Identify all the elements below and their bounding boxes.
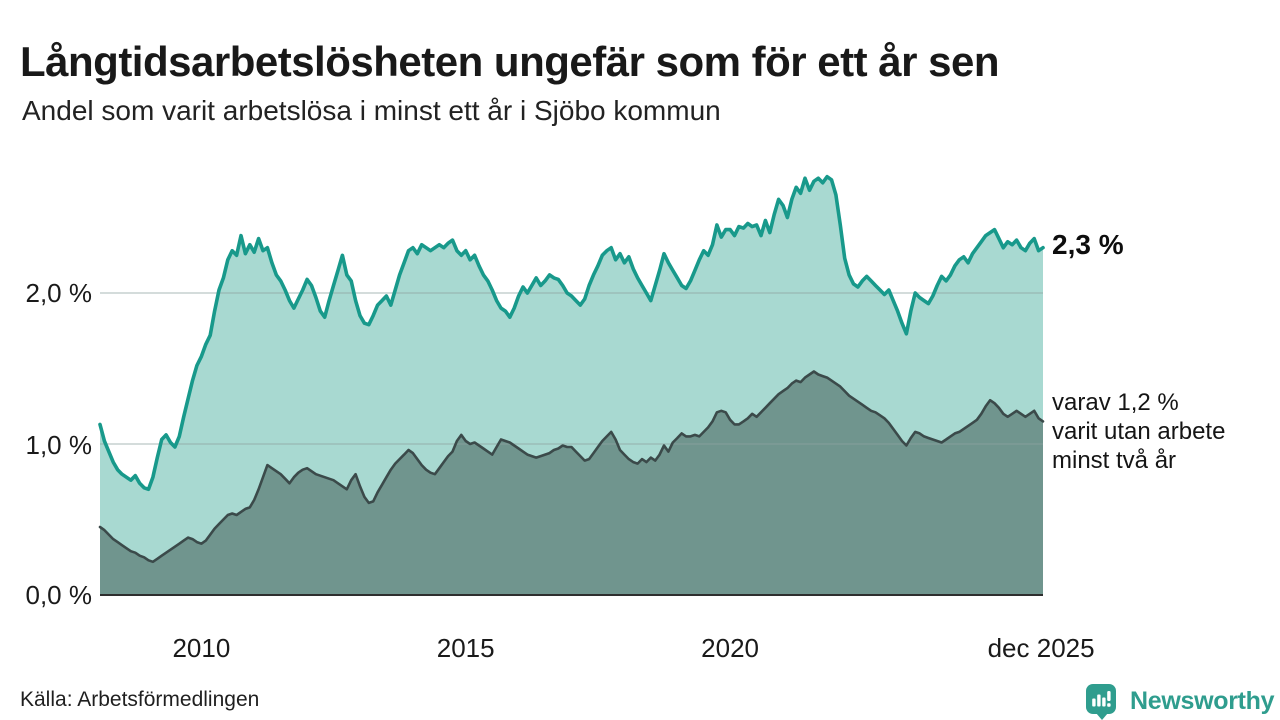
xtick-2010: 2010	[172, 633, 230, 663]
ytick-2: 2,0 %	[26, 278, 93, 308]
line-minst-ett-ar	[98, 174, 1045, 492]
annotation-line-1: varav 1,2 %	[1052, 389, 1179, 416]
chart-title: Långtidsarbetslösheten ungefär som för e…	[20, 38, 1000, 86]
xtick-2015: 2015	[437, 633, 495, 663]
chart-subtitle: Andel som varit arbetslösa i minst ett å…	[22, 95, 721, 126]
xtick-dec-2025: dec 2025	[988, 633, 1095, 663]
ytick-1: 1,0 %	[26, 430, 93, 460]
line-minst-tva-ar	[98, 370, 1045, 564]
secondary-series-annotation: varav 1,2 % varit utan arbete minst två …	[1052, 388, 1225, 475]
source-label: Källa: Arbetsförmedlingen	[20, 688, 260, 711]
x-axis-labels: 2010 2015 2020 dec 2025	[172, 633, 1094, 663]
y-axis-labels: 2,0 % 1,0 % 0,0 %	[26, 278, 93, 610]
latest-value-label: 2,3 %	[1052, 229, 1124, 260]
annotation-line-3: minst två år	[1052, 447, 1177, 474]
area-minst-tva-ar	[100, 371, 1043, 595]
ytick-0: 0,0 %	[26, 580, 93, 610]
newsworthy-logo-icon	[1086, 684, 1116, 720]
xtick-2020: 2020	[701, 633, 759, 663]
newsworthy-logo[interactable]: Newsworthy	[1084, 682, 1275, 720]
annotation-line-2: varit utan arbete	[1052, 418, 1226, 445]
newsworthy-logo-text: Newsworthy	[1130, 686, 1275, 715]
